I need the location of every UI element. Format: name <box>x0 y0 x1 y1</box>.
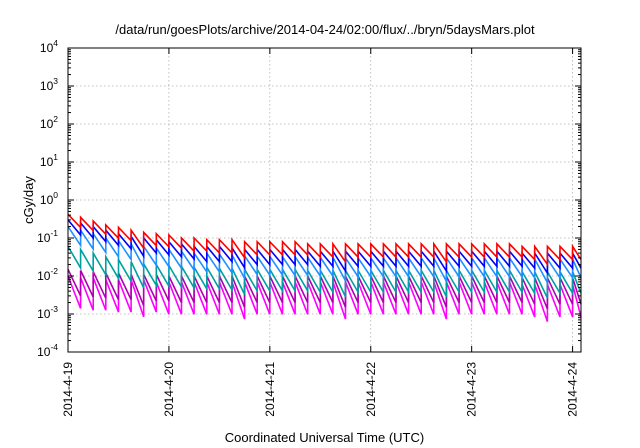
y-tick-label: 10-3 <box>37 304 58 321</box>
axis-ticks: 10-4 10-3 10-2 10-1 100 101 102 103 104 2014-4-19… <box>37 38 581 417</box>
y-axis-label: cGy/day <box>21 176 36 224</box>
x-tick-label: 2014-4-19 <box>61 362 75 417</box>
grid-lines <box>68 48 581 352</box>
y-tick-label: 100 <box>40 190 58 207</box>
y-tick-label: 102 <box>40 114 58 131</box>
y-tick-label: 10-4 <box>37 342 58 359</box>
y-tick-label: 104 <box>40 38 58 55</box>
y-tick-label: 10-1 <box>37 228 58 245</box>
series-line <box>67 245 582 299</box>
x-tick-label: 2014-4-24 <box>566 362 580 417</box>
x-tick-label: 2014-4-20 <box>162 362 176 417</box>
x-tick-label: 2014-4-22 <box>364 362 378 417</box>
chart-title: /data/run/goesPlots/archive/2014-04-24/0… <box>115 22 535 37</box>
y-tick-label: 101 <box>40 152 58 169</box>
series-line <box>67 213 582 267</box>
y-tick-label: 10-2 <box>37 266 58 283</box>
series-line <box>67 268 582 310</box>
series-group <box>67 213 582 322</box>
x-tick-label: 2014-4-21 <box>263 362 277 417</box>
y-tick-label: 103 <box>40 76 58 93</box>
x-axis-label: Coordinated Universal Time (UTC) <box>225 430 424 445</box>
x-tick-label: 2014-4-23 <box>465 362 479 417</box>
series-line <box>67 226 582 283</box>
